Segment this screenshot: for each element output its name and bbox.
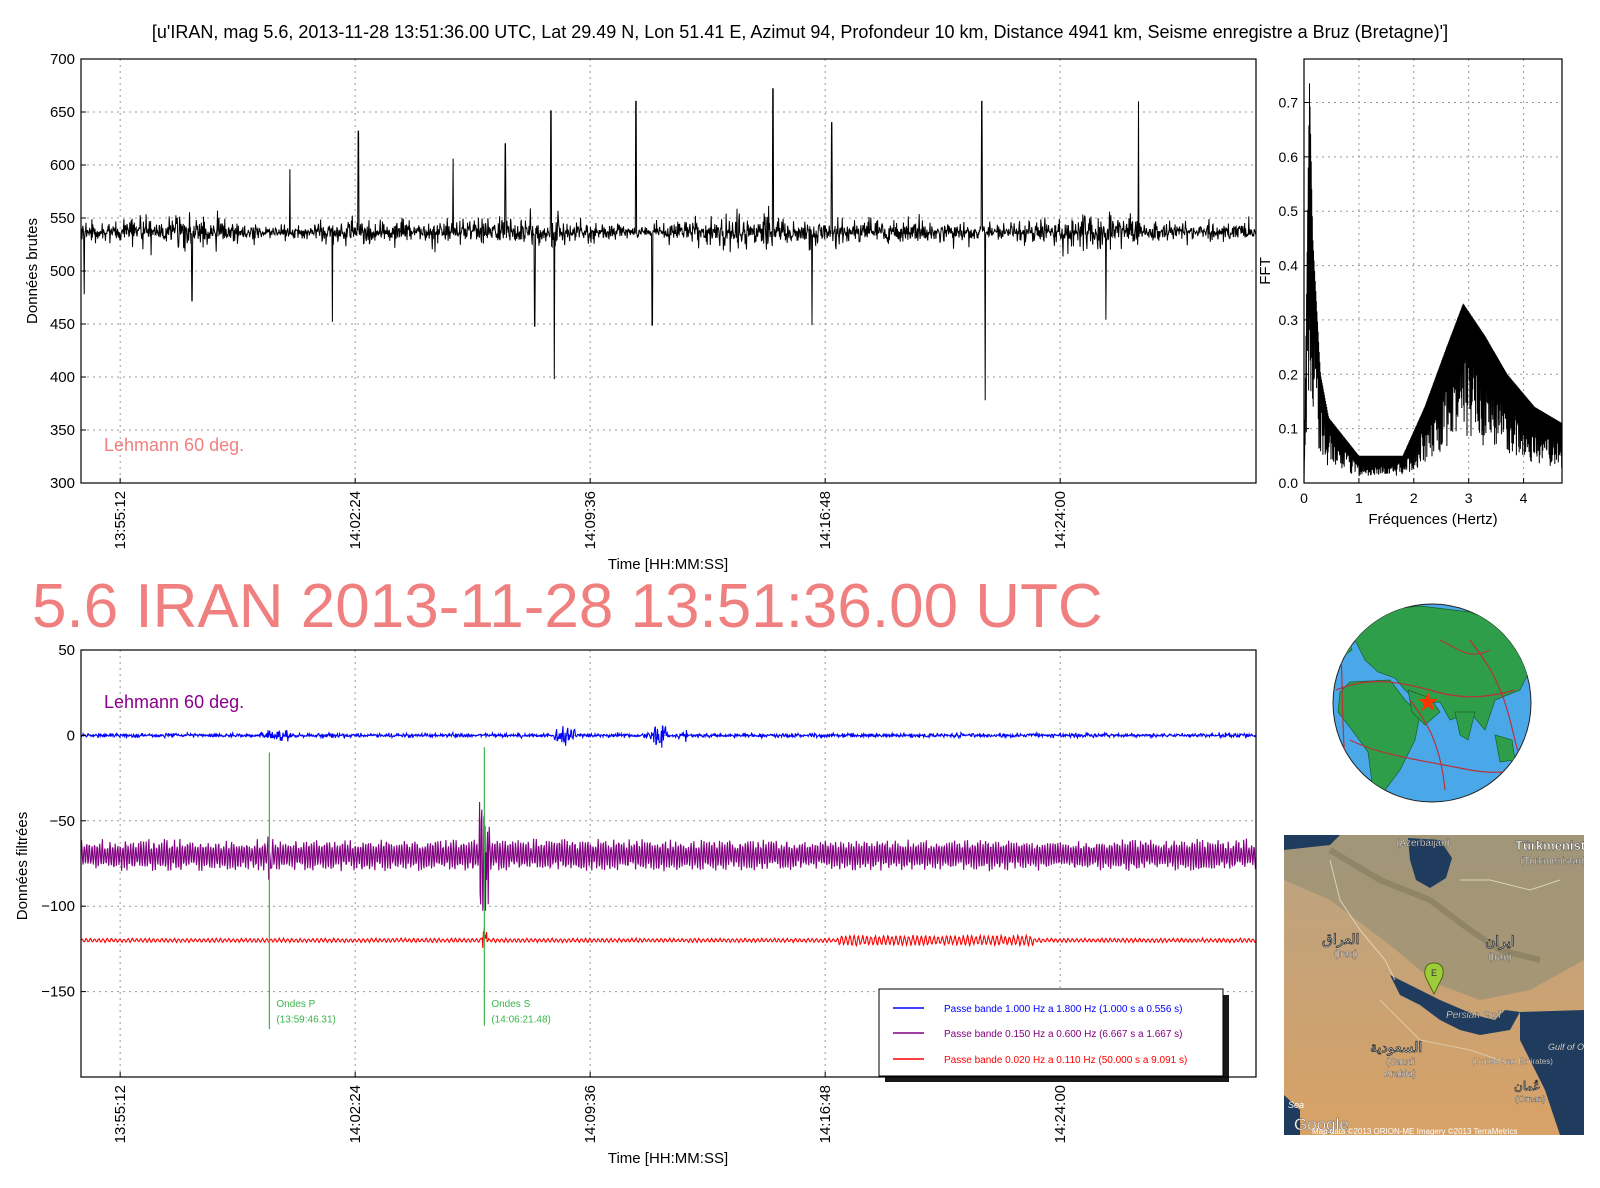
filtered-xtick-label: 14:16:48 <box>817 1085 834 1143</box>
raw-ytick-label: 400 <box>50 369 75 386</box>
map-label-uae: (United Arab Emirates) <box>1472 1057 1553 1066</box>
raw-ytick-label: 600 <box>50 157 75 174</box>
map-marker-label: E <box>1431 968 1437 978</box>
globe <box>1332 603 1532 803</box>
fft-ytick-label: 0.3 <box>1279 312 1299 328</box>
raw-xtick-label: 13:55:12 <box>112 491 129 549</box>
filtered-ytick-label: 50 <box>58 642 75 659</box>
persian-gulf-water <box>1390 975 1520 1035</box>
fft-ytick-label: 0.2 <box>1279 366 1299 382</box>
fft-xtick-label: 2 <box>1410 490 1418 506</box>
fft-ytick-label: 0.5 <box>1279 203 1299 219</box>
map-label-oman-ar: عُمان <box>1514 1079 1541 1093</box>
map-label-sea: Sea <box>1288 1100 1304 1110</box>
fft-xtick-label: 4 <box>1520 490 1528 506</box>
filtered-ylabel: Données filtrées <box>14 812 31 920</box>
figure-title: [u'IRAN, mag 5.6, 2013-11-28 13:51:36.00… <box>152 22 1448 42</box>
map-label-saudi: (Saudi <box>1386 1057 1415 1068</box>
filtered-ytick-label: −100 <box>41 898 75 915</box>
raw-ylabel: Données brutes <box>24 218 41 324</box>
legend-entry-blue: Passe bande 1.000 Hz a 1.800 Hz (1.000 s… <box>944 1004 1183 1015</box>
raw-xtick-label: 14:09:36 <box>582 491 599 549</box>
epicenter-star-icon <box>1418 692 1438 711</box>
filtered-xtick-label: 14:02:24 <box>347 1085 364 1143</box>
phase-marker-time: (14:06:21.48) <box>491 1014 551 1025</box>
raw-ytick-label: 700 <box>50 51 75 68</box>
raw-ytick-label: 650 <box>50 104 75 121</box>
filtered-ytick-label: −150 <box>41 984 75 1001</box>
map-label-iran-fa: ایران <box>1485 933 1515 950</box>
filtered-xtick-label: 14:24:00 <box>1052 1085 1069 1143</box>
map-label-iran: (Iran) <box>1488 952 1512 963</box>
raw-ytick-label: 500 <box>50 263 75 280</box>
filtered-trace-purple <box>80 801 1257 911</box>
filtered-xtick-label: 13:55:12 <box>112 1085 129 1143</box>
satellite-map: (Azerbaijan) Türkmenistan (Turkmenistan)… <box>1284 835 1600 1136</box>
filtered-ytick-label: 0 <box>67 727 75 744</box>
phase-marker-time: (13:59:46.31) <box>276 1014 336 1025</box>
raw-annotation: Lehmann 60 deg. <box>104 435 244 455</box>
fft-xtick-label: 0 <box>1300 490 1308 506</box>
filtered-data-panel: Ondes P (13:59:46.31) Ondes S (14:06:21.48)… <box>14 642 1257 1167</box>
legend: Passe bande 1.000 Hz a 1.800 Hz (1.000 s… <box>878 988 1229 1082</box>
fft-ytick-label: 0.1 <box>1279 421 1299 437</box>
filtered-annotation: Lehmann 60 deg. <box>104 692 244 712</box>
fft-ytick-label: 0.0 <box>1279 475 1299 491</box>
map-label-persian-gulf: Persian Gulf <box>1446 1010 1502 1021</box>
map-label-gulf-of-oman: Gulf of Oman <box>1548 1042 1600 1052</box>
fft-xtick-label: 3 <box>1465 490 1473 506</box>
phase-marker-label: Ondes S <box>491 999 530 1010</box>
raw-ytick-label: 450 <box>50 316 75 333</box>
raw-ytick-label: 300 <box>50 475 75 492</box>
raw-data-panel: 300 350 400 450 500 550 600 650 700 13:55:12 14:0… <box>24 51 1257 573</box>
filtered-trace-red <box>80 927 1257 949</box>
map-label-arabia: Arabia) <box>1384 1069 1416 1080</box>
raw-ytick-label: 350 <box>50 422 75 439</box>
raw-ytick-label: 550 <box>50 210 75 227</box>
fft-xlabel: Fréquences (Hertz) <box>1368 511 1497 528</box>
google-logo: Google <box>1294 1115 1349 1134</box>
map-marker-icon: E <box>1424 962 1444 996</box>
raw-xtick-label: 14:02:24 <box>347 491 364 549</box>
event-banner: 5.6 IRAN 2013-11-28 13:51:36.00 UTC <box>32 572 1103 641</box>
map-label-iraq: (Iraq) <box>1334 949 1358 960</box>
map-label-turkmenistan: Türkmenistan <box>1515 838 1600 853</box>
legend-entry-red: Passe bande 0.020 Hz a 0.110 Hz (50.000 … <box>944 1055 1187 1066</box>
fft-trace-line <box>1303 83 1563 484</box>
map-label-saudi-ar: السعودية <box>1370 1039 1422 1056</box>
filtered-xlabel: Time [HH:MM:SS] <box>608 1150 728 1167</box>
fft-panel: 0.0 0.1 0.2 0.3 0.4 0.5 0.6 0.7 0 1 2 3 4 Fréquence… <box>1257 58 1563 528</box>
raw-xtick-label: 14:24:00 <box>1052 491 1069 549</box>
fft-ytick-label: 0.6 <box>1279 149 1299 165</box>
fft-ylabel: FFT <box>1257 257 1274 285</box>
raw-xtick-label: 14:16:48 <box>817 491 834 549</box>
globe-land-africa <box>1337 679 1421 791</box>
fft-ytick-label: 0.7 <box>1279 94 1299 110</box>
caspian-sea <box>1408 838 1452 888</box>
filtered-trace-blue <box>80 725 1257 748</box>
fft-ytick-label: 0.4 <box>1279 258 1299 274</box>
phase-marker-label: Ondes P <box>276 999 315 1010</box>
map-credits: Map data ©2013 ORION-ME Imagery ©2013 Te… <box>1312 1127 1518 1136</box>
raw-trace-line <box>80 88 1257 401</box>
map-label-turkmenistan-sub: (Turkmenistan) <box>1520 856 1587 867</box>
legend-entry-purple: Passe bande 0.150 Hz a 0.600 Hz (6.667 s… <box>944 1029 1183 1040</box>
map-label-iraq-ar: العراق <box>1322 931 1359 948</box>
filtered-xtick-label: 14:09:36 <box>582 1085 599 1143</box>
fft-xtick-label: 1 <box>1355 490 1363 506</box>
map-label-oman: (Oman) <box>1515 1094 1546 1104</box>
filtered-ytick-label: −50 <box>50 813 75 830</box>
map-label-azerbaijan: (Azerbaijan) <box>1396 838 1450 849</box>
raw-xlabel: Time [HH:MM:SS] <box>608 556 728 573</box>
